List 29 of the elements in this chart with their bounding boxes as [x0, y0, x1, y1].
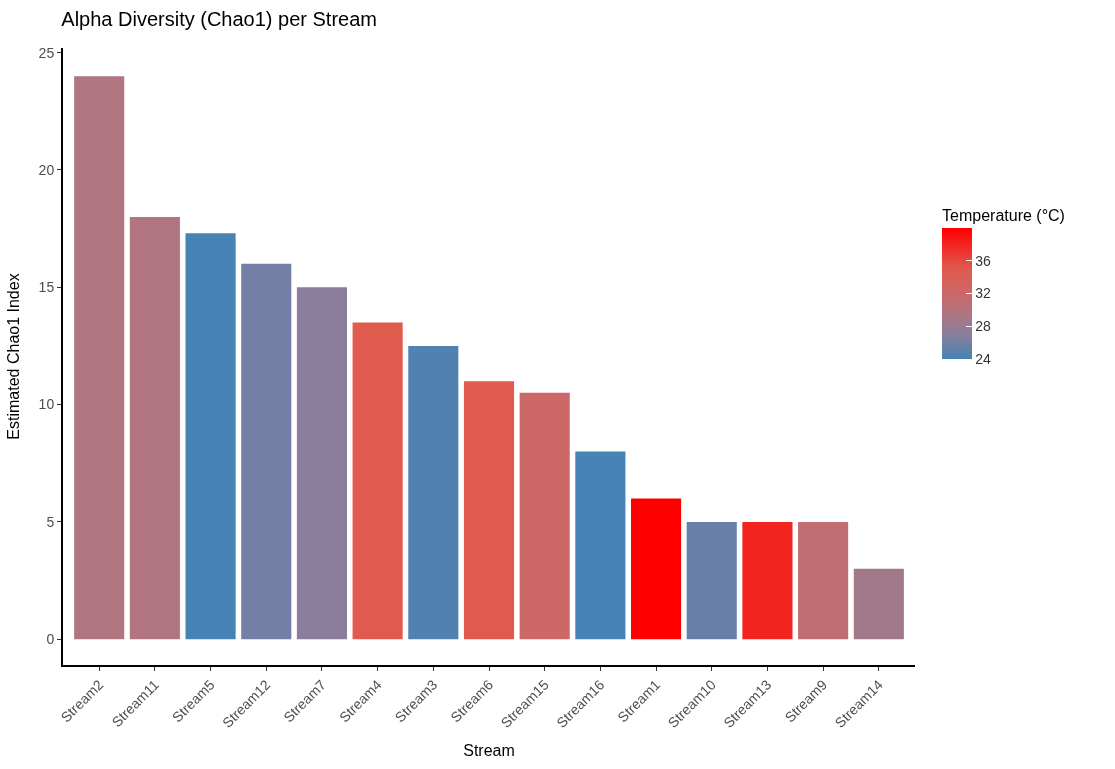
chart-title: Alpha Diversity (Chao1) per Stream [61, 7, 378, 30]
color-bar-label: 36 [975, 252, 992, 269]
y-tick-label: 5 [46, 513, 55, 530]
bar [575, 451, 626, 640]
x-axis-title: Stream [463, 741, 515, 759]
color-bar-label: 32 [975, 285, 992, 302]
color-bar-label: 28 [975, 318, 992, 335]
bar [241, 263, 292, 640]
bar [631, 498, 682, 640]
bar [686, 521, 737, 640]
bar [129, 216, 180, 640]
y-tick-label: 10 [38, 396, 55, 413]
bar [853, 568, 904, 640]
color-bar-label: 24 [975, 350, 992, 367]
bar [74, 76, 125, 640]
y-tick-label: 15 [38, 279, 55, 296]
y-tick-label: 0 [46, 631, 55, 648]
bar [742, 521, 793, 640]
color-bar-title: Temperature (°C) [942, 206, 1065, 224]
y-tick-label: 20 [38, 161, 55, 178]
bar [408, 345, 459, 640]
y-axis-title: Estimated Chao1 Index [5, 273, 23, 440]
bar [296, 287, 347, 640]
y-tick-label: 25 [38, 44, 55, 61]
bar [185, 233, 236, 640]
bar [798, 521, 849, 640]
bar [352, 322, 403, 640]
bar [519, 392, 570, 640]
bar [463, 381, 515, 640]
